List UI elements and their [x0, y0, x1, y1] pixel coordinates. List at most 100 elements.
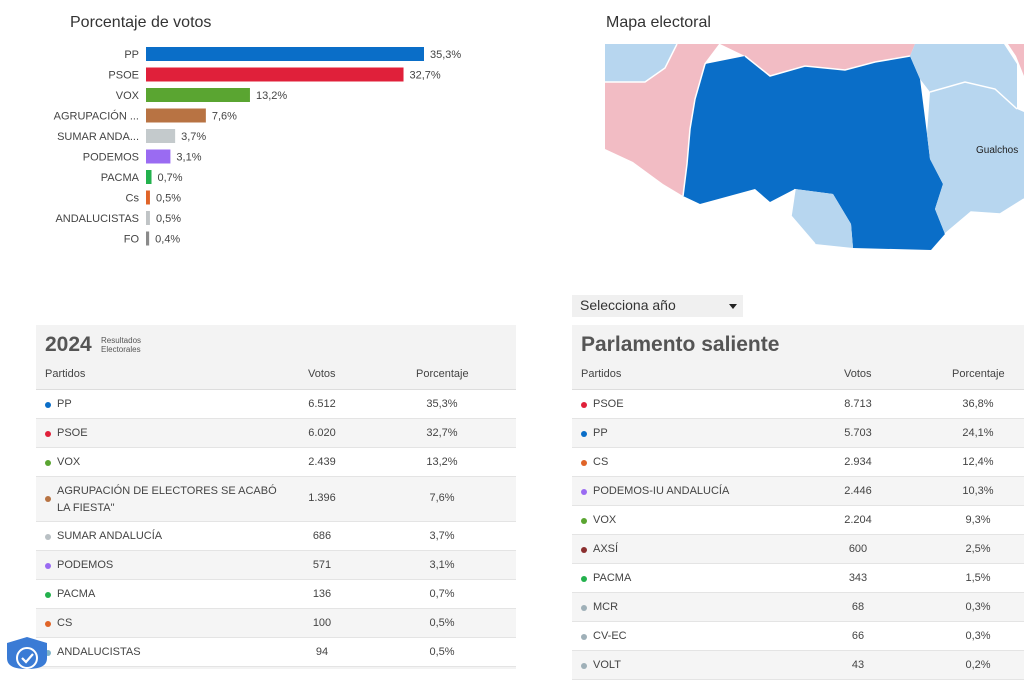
party-name: AGRUPACIÓN DE ELECTORES SE ACABÓ LA FIES… [57, 485, 277, 514]
party-name: SUMAR ANDALUCÍA [57, 530, 163, 542]
map-region-nw[interactable] [605, 44, 677, 82]
col-header-party: Partidos [581, 368, 622, 380]
map-region-far-ne[interactable] [1008, 44, 1024, 76]
party-votes: 8.713 [844, 398, 872, 410]
table-row[interactable]: PSOE 8.713 36,8% [572, 390, 1024, 419]
chart-value-label: 0,7% [158, 172, 183, 184]
party-votes: 6.512 [308, 398, 336, 410]
chart-bar[interactable] [146, 88, 250, 102]
chart-value-label: 0,5% [156, 193, 181, 205]
party-name: PP [593, 427, 608, 439]
map-region-north[interactable] [720, 44, 915, 76]
chart-bar[interactable] [146, 170, 152, 184]
col-header-party: Partidos [45, 368, 86, 380]
results-subtitle-line2: Electorales [101, 345, 141, 354]
col-header-votes: Votos [844, 368, 872, 380]
party-name: CV-EC [593, 630, 627, 642]
party-color-dot [581, 460, 587, 466]
table-row[interactable]: CS 2.934 12,4% [572, 448, 1024, 477]
map-region-central[interactable] [683, 56, 945, 250]
map-region-east[interactable] [927, 82, 1024, 234]
chart-bar[interactable] [146, 108, 206, 123]
parlamento-title: Parlamento saliente [581, 333, 780, 356]
chart-value-label: 0,5% [156, 213, 181, 225]
party-votes: 2.934 [844, 456, 872, 468]
map-region-ne[interactable] [910, 44, 1017, 109]
table-row[interactable]: PACMA 136 0,7% [36, 580, 516, 609]
party-percentage: 2,5% [965, 543, 991, 555]
party-color-dot [581, 431, 587, 437]
col-header-pct: Porcentaje [416, 368, 469, 380]
map-title: Mapa electoral [606, 14, 711, 31]
year-select-label: Selecciona año [580, 297, 676, 313]
caret-down-icon [729, 304, 737, 309]
table-row[interactable]: VOLT 43 0,2% [572, 651, 1024, 680]
table-row[interactable]: SUMAR ANDALUCÍA 686 3,7% [36, 522, 516, 551]
party-color-dot [45, 402, 51, 408]
party-color-dot [45, 460, 51, 466]
chart-bar[interactable] [146, 47, 424, 61]
party-votes: 686 [312, 530, 332, 542]
chart-bar[interactable] [146, 129, 176, 143]
table-row[interactable]: VOX 2.439 13,2% [36, 448, 516, 477]
party-name: CS [57, 617, 73, 629]
table-row[interactable]: PODEMOS-IU ANDALUCÍA 2.446 10,3% [572, 477, 1024, 506]
party-name: PACMA [593, 572, 632, 584]
party-name: MCR [593, 601, 619, 613]
year-select[interactable]: Selecciona año [572, 295, 743, 317]
results-year: 2024 [45, 333, 92, 356]
party-percentage: 13,2% [426, 456, 458, 468]
party-color-dot [45, 592, 51, 598]
table-row[interactable]: PACMA 343 1,5% [572, 564, 1024, 593]
chart-value-label: 0,4% [155, 234, 180, 246]
party-name: PODEMOS-IU ANDALUCÍA [593, 485, 730, 497]
electoral-map[interactable] [605, 44, 1024, 254]
table-row[interactable]: CS 100 0,5% [36, 609, 516, 638]
table-row[interactable]: AGRUPACIÓN DE ELECTORES SE ACABÓ LA FIES… [36, 477, 516, 522]
chart-bar[interactable] [146, 231, 150, 246]
table-row[interactable]: MCR 68 0,3% [572, 593, 1024, 622]
party-percentage: 0,3% [965, 630, 991, 642]
results-subtitle-line1: Resultados [101, 336, 142, 345]
chart-category-label: AGRUPACIÓN ... [54, 110, 139, 123]
table-row[interactable]: ANDALUCISTAS 94 0,5% [36, 638, 516, 667]
results-2024-rows: PP 6.512 35,3% PSOE 6.020 32,7% VOX 2.439 13,2% A… [36, 390, 516, 667]
party-color-dot [45, 563, 51, 569]
party-votes: 343 [848, 572, 868, 584]
party-color-dot [581, 634, 587, 640]
chart-bar[interactable] [146, 149, 171, 164]
chart-value-label: 3,1% [176, 152, 201, 164]
chart-bar[interactable] [146, 67, 404, 82]
party-votes: 136 [312, 588, 332, 600]
party-votes: 66 [851, 630, 865, 642]
shield-check-icon[interactable] [4, 636, 50, 669]
chart-bar[interactable] [146, 190, 150, 205]
table-row[interactable]: PSOE 6.020 32,7% [36, 419, 516, 448]
table-row[interactable]: PP 5.703 24,1% [572, 419, 1024, 448]
party-votes: 6.020 [308, 427, 336, 439]
table-row[interactable]: PP 6.512 35,3% [36, 390, 516, 419]
chart-category-label: ANDALUCISTAS [55, 213, 139, 225]
party-votes: 68 [851, 601, 865, 613]
party-percentage: 3,1% [429, 559, 455, 571]
party-color-dot [45, 431, 51, 437]
party-color-dot [581, 605, 587, 611]
chart-bar[interactable] [146, 211, 150, 225]
party-name: PACMA [57, 588, 96, 600]
table-row[interactable]: AXSÍ 600 2,5% [572, 535, 1024, 564]
party-color-dot [581, 547, 587, 553]
chart-value-label: 13,2% [256, 90, 287, 102]
party-color-dot [45, 496, 51, 502]
table-row[interactable]: CV-EC 66 0,3% [572, 622, 1024, 651]
party-color-dot [581, 663, 587, 669]
chart-value-label: 3,7% [181, 131, 206, 143]
party-votes: 571 [312, 559, 332, 571]
table-row[interactable]: PODEMOS 571 3,1% [36, 551, 516, 580]
party-percentage: 0,2% [965, 659, 991, 671]
table-row[interactable]: VOX 2.204 9,3% [572, 506, 1024, 535]
party-name: ANDALUCISTAS [57, 646, 141, 658]
chart-category-label: PACMA [101, 172, 140, 184]
col-header-votes: Votos [308, 368, 336, 380]
results-2024-header: 2024 Resultados Electorales Partidos Vot… [36, 325, 516, 390]
chart-value-label: 7,6% [212, 111, 237, 123]
